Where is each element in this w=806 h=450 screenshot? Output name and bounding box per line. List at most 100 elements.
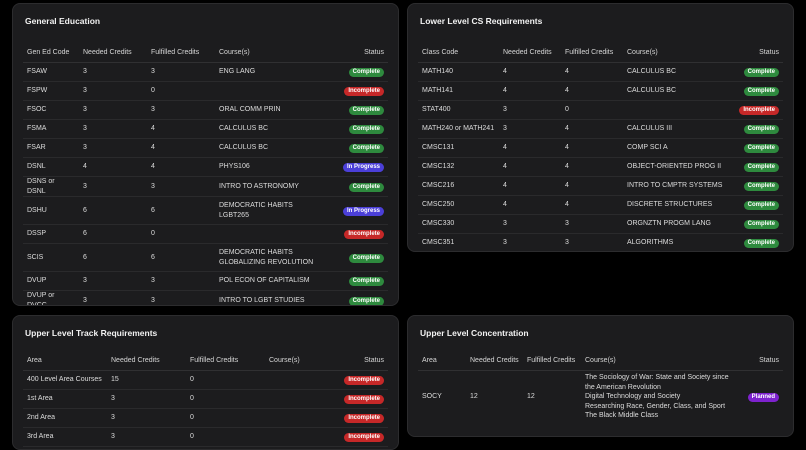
course-name: The Black Middle Class <box>585 412 659 420</box>
requirement-code: DVUP or DVCC <box>27 292 55 306</box>
table-row: SCIS 6 6 DEMOCRATIC HABITS GLOBALIZING REVOL… <box>23 243 388 272</box>
courses-cell: CALCULUS BC <box>215 119 336 139</box>
status-cell: Incomplete <box>336 389 388 409</box>
courses-cell: COMP SCI A <box>623 138 731 158</box>
fulfilled-credits: 4 <box>147 138 215 158</box>
status-cell: Complete <box>731 138 783 158</box>
lower-level-cs-card: Lower Level CS Requirements Class Code Ne… <box>407 3 794 252</box>
status-badge-complete: Complete <box>743 87 779 96</box>
course-name: INTRO TO LGBT STUDIES <box>219 296 305 304</box>
courses-cell: DEMOCRATIC HABITS LGBT265 <box>215 196 336 225</box>
requirement-code: CMSC132 <box>418 157 499 177</box>
courses-cell: POL ECON OF CAPITALISM <box>215 271 336 291</box>
courses-cell: CALCULUS III <box>623 119 731 139</box>
courses-cell: CALCULUS BC <box>623 81 731 101</box>
card-title: Lower Level CS Requirements <box>420 16 543 26</box>
courses-cell <box>265 408 336 428</box>
general-education-card: General Education Gen Ed Code Needed Cred… <box>12 3 399 306</box>
fulfilled-credits: 4 <box>561 157 623 177</box>
status-cell: Incomplete <box>336 408 388 428</box>
status-cell: Complete <box>336 62 388 82</box>
needed-credits: 4 <box>79 157 147 177</box>
fulfilled-credits: 3 <box>561 214 623 234</box>
table-row: CMSC330 3 3 ORGNZTN PROGM LANG Complete <box>418 214 783 234</box>
status-cell: Complete <box>336 291 388 305</box>
table-row: MATH240 or MATH241 3 4 CALCULUS III Complete <box>418 119 783 139</box>
card-title: General Education <box>25 16 101 26</box>
status-badge-complete: Complete <box>348 296 384 305</box>
column-header-needed: Needed Credits <box>79 42 147 63</box>
column-header-courses: Course(s) <box>215 42 336 63</box>
column-header-courses: Course(s) <box>581 350 741 371</box>
column-header-status: Status <box>336 350 388 371</box>
lower-level-cs-table: Class Code Needed Credits Fulfilled Credit… <box>418 42 783 251</box>
table-row: 400 Level Area Courses 15 0 Incomplete <box>23 370 388 390</box>
needed-credits: 3 <box>79 138 147 158</box>
card-title: Upper Level Track Requirements <box>25 328 158 338</box>
status-cell: Complete <box>731 214 783 234</box>
requirement-code: MATH141 <box>418 81 499 101</box>
general-education-table: Gen Ed Code Needed Credits Fulfilled Credi… <box>23 42 388 306</box>
courses-cell <box>265 389 336 409</box>
status-cell: Complete <box>731 62 783 82</box>
upper-level-track-card: Upper Level Track Requirements Area Neede… <box>12 315 399 450</box>
fulfilled-credits: 3 <box>151 296 155 304</box>
course-name: The Sociology of War: State and Society … <box>585 374 729 391</box>
table-row: SOCY 12 12 The Sociology of War: State and … <box>418 371 783 424</box>
status-badge-complete: Complete <box>743 163 779 172</box>
column-header-needed: Needed Credits <box>107 350 186 371</box>
status-cell: Incomplete <box>336 81 388 101</box>
fulfilled-credits: 3 <box>147 271 215 291</box>
table-row: 3rd Area 3 0 Incomplete <box>23 427 388 447</box>
requirement-code: DVUP <box>23 271 79 291</box>
status-badge-planned: Planned <box>747 393 779 402</box>
column-header-code: Gen Ed Code <box>23 42 79 63</box>
course-name: Digital Technology and Society <box>585 393 681 401</box>
status-badge-in-progress: In Progress <box>342 163 384 172</box>
status-badge-complete: Complete <box>348 144 384 153</box>
needed-credits: 3 <box>499 214 561 234</box>
fulfilled-credits: 3 <box>147 62 215 82</box>
requirement-code: SCIS <box>23 243 79 272</box>
course-name: ENG LANG <box>219 68 256 76</box>
fulfilled-credits: 12 <box>527 393 535 401</box>
fulfilled-credits: 4 <box>561 81 623 101</box>
status-badge-complete: Complete <box>743 220 779 229</box>
upper-level-track-table: Area Needed Credits Fulfilled Credits Cours… <box>23 350 388 447</box>
course-name: DEMOCRATIC HABITS <box>219 249 293 256</box>
fulfilled-credits: 4 <box>561 176 623 196</box>
column-header-status: Status <box>741 350 783 371</box>
needed-credits: 3 <box>79 119 147 139</box>
table-header-row: Area Needed Credits Fulfilled Credits Cours… <box>418 350 783 371</box>
fulfilled-credits: 6 <box>147 243 215 272</box>
status-badge-incomplete: Incomplete <box>344 376 384 385</box>
requirement-code: DSHU <box>23 196 79 225</box>
course-name: CALCULUS BC <box>627 68 677 76</box>
table-row: MATH140 4 4 CALCULUS BC Complete <box>418 62 783 82</box>
table-row: DSSP 6 0 Incomplete <box>23 224 388 244</box>
upper-level-concentration-card: Upper Level Concentration Area Needed Cre… <box>407 315 794 437</box>
needed-credits: 3 <box>503 239 507 247</box>
courses-cell: ORAL COMM PRIN <box>215 100 336 120</box>
status-badge-complete: Complete <box>743 144 779 153</box>
courses-cell: DEMOCRATIC HABITS GLOBALIZING REVOLUTION <box>215 243 336 272</box>
fulfilled-credits: 4 <box>561 62 623 82</box>
needed-credits: 4 <box>499 138 561 158</box>
courses-cell: PHYS106 <box>215 157 336 177</box>
course-name: CALCULUS BC <box>219 125 269 133</box>
course-name: Researching Race, Gender, Class, and Spo… <box>585 402 726 410</box>
status-cell: Complete <box>731 119 783 139</box>
course-name: ALGORITHMS <box>627 239 674 247</box>
needed-credits: 4 <box>499 176 561 196</box>
courses-cell <box>215 81 336 101</box>
course-name: ORAL COMM PRIN <box>219 106 281 114</box>
column-header-courses: Course(s) <box>623 42 731 63</box>
course-name: DEMOCRATIC HABITS <box>219 202 293 209</box>
status-badge-complete: Complete <box>743 201 779 210</box>
column-header-fulfilled: Fulfilled Credits <box>147 42 215 63</box>
course-name: LGBT265 <box>219 211 249 219</box>
status-badge-complete: Complete <box>743 182 779 191</box>
status-cell: Complete <box>336 138 388 158</box>
status-cell: In Progress <box>336 196 388 225</box>
column-header-courses: Course(s) <box>265 350 336 371</box>
